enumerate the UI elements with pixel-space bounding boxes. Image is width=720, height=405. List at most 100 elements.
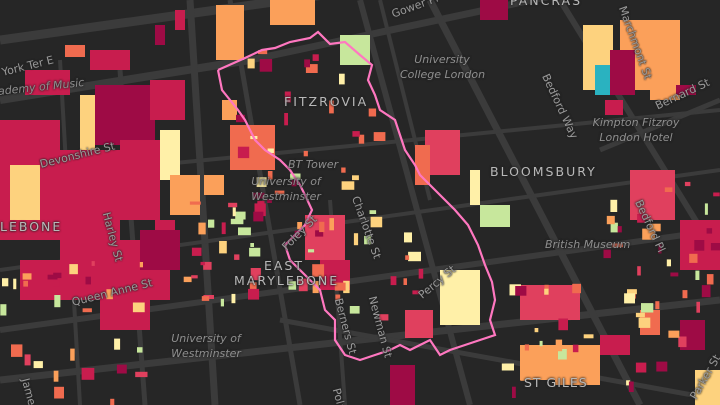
building [415, 145, 430, 185]
label-ucl-line1: University [414, 53, 470, 66]
building [630, 170, 675, 220]
building [47, 274, 58, 280]
building [69, 264, 78, 275]
building [628, 381, 634, 392]
building [219, 241, 227, 254]
building [329, 218, 334, 231]
building [408, 251, 421, 262]
building [170, 175, 200, 215]
building [403, 278, 407, 285]
building [610, 222, 618, 233]
building [368, 108, 377, 117]
building [635, 362, 647, 373]
building [85, 276, 91, 285]
building [353, 233, 359, 246]
building [678, 336, 687, 348]
building [150, 80, 185, 120]
road [279, 317, 720, 403]
building [70, 348, 75, 361]
building [235, 211, 246, 220]
building [612, 243, 623, 248]
road [186, 0, 219, 405]
building [220, 298, 224, 307]
building [695, 370, 720, 405]
building [617, 226, 622, 233]
building [248, 288, 260, 300]
building [341, 167, 346, 173]
building [221, 222, 226, 235]
building [303, 150, 308, 157]
building [200, 261, 205, 266]
building [23, 280, 28, 287]
building [706, 228, 713, 234]
building [358, 134, 365, 144]
building [655, 301, 660, 310]
building [656, 361, 668, 372]
building [352, 131, 360, 137]
building [54, 295, 61, 308]
road [357, 0, 473, 405]
building [20, 260, 70, 300]
building [222, 100, 237, 120]
building [349, 306, 360, 314]
building [22, 273, 32, 280]
building [247, 58, 255, 69]
building [116, 364, 127, 374]
building [137, 347, 143, 353]
building [603, 249, 611, 259]
building [274, 190, 285, 195]
building [676, 85, 696, 95]
building [637, 266, 641, 276]
building [642, 228, 655, 240]
building [339, 73, 345, 85]
building [515, 286, 527, 296]
building [234, 254, 240, 260]
building [637, 214, 646, 223]
building [624, 293, 635, 304]
label-kimpton-hotel: Kimpton Fitzroy London Hotel [590, 115, 682, 145]
building [334, 282, 346, 291]
label-uow-top-line2: Westminster [251, 190, 321, 203]
building [610, 50, 635, 95]
building [534, 328, 539, 333]
building [65, 45, 85, 57]
label-uow-bottom-line2: Westminster [171, 347, 241, 360]
building [319, 221, 325, 233]
building [610, 199, 618, 212]
building [53, 280, 60, 287]
building [230, 125, 275, 170]
building [695, 270, 700, 280]
building [198, 222, 206, 235]
building [418, 268, 424, 279]
label-marylebone: LEBONE [0, 219, 63, 234]
building [520, 345, 560, 380]
building [405, 310, 433, 338]
building [189, 201, 201, 205]
building [140, 230, 180, 270]
building [694, 240, 705, 251]
building [230, 218, 244, 225]
building [258, 50, 268, 55]
building [425, 130, 460, 175]
building [191, 275, 198, 279]
building [298, 278, 308, 292]
building [412, 290, 420, 295]
building [704, 203, 708, 215]
label-uow-bottom: University of Westminster [166, 331, 246, 361]
label-uow-top-line1: University of [251, 175, 321, 188]
building [555, 339, 563, 352]
building [696, 301, 700, 313]
building [120, 140, 160, 220]
building [237, 146, 250, 159]
building [308, 249, 315, 253]
building [480, 0, 508, 20]
building [682, 290, 688, 299]
building [155, 25, 165, 45]
building [658, 244, 662, 254]
building [204, 175, 224, 195]
building [304, 59, 310, 68]
building [684, 181, 691, 187]
building [45, 150, 120, 240]
